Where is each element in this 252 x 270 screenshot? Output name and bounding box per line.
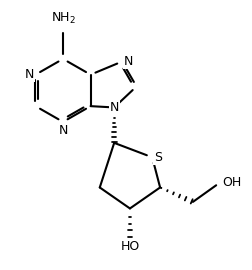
Text: N: N xyxy=(123,55,133,68)
Text: NH$_2$: NH$_2$ xyxy=(51,11,76,26)
Text: OH: OH xyxy=(222,176,241,189)
Text: HO: HO xyxy=(120,241,140,254)
Text: S: S xyxy=(154,151,162,164)
Text: N: N xyxy=(110,101,119,114)
Text: N: N xyxy=(25,68,34,81)
Text: N: N xyxy=(58,124,68,137)
